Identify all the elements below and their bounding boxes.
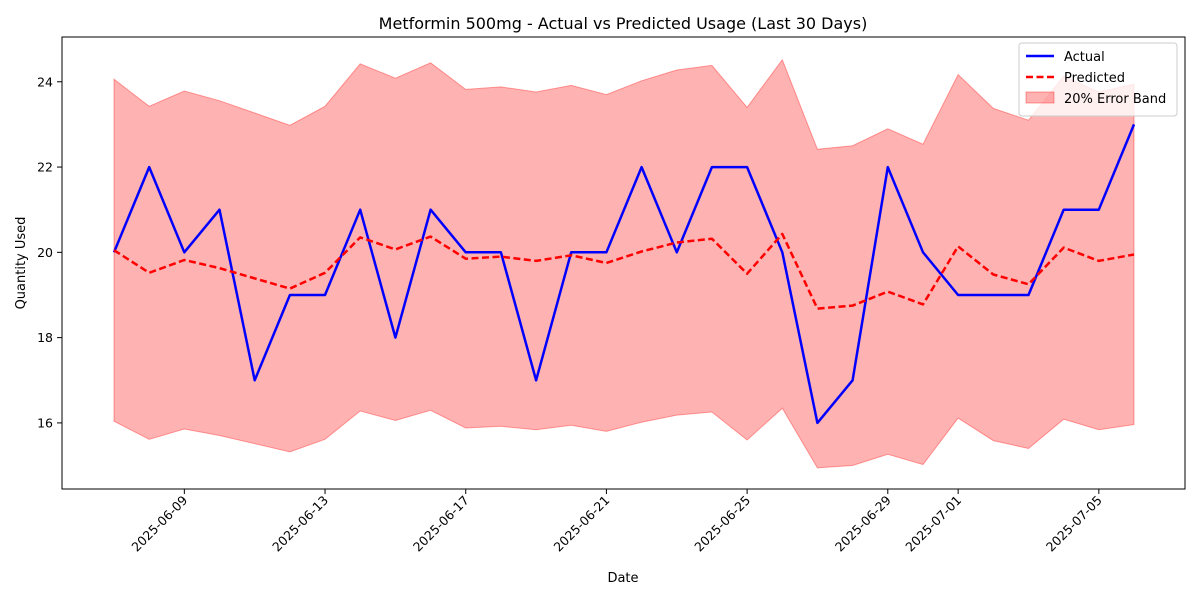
x-tick-label: 2025-06-21 [551,493,613,555]
x-tick-label: 2025-06-25 [691,493,753,555]
y-axis-label: Quantity Used [14,217,29,310]
y-tick-label: 18 [37,330,53,345]
y-axis: 16 18 20 22 24 [37,74,62,430]
legend-band-label: 20% Error Band [1064,92,1166,107]
chart-title: Metformin 500mg - Actual vs Predicted Us… [379,14,868,33]
y-tick-label: 20 [37,245,53,260]
plot-area [112,58,1136,469]
y-tick-label: 24 [37,74,53,89]
plot-frame [61,36,1186,490]
x-tick-label: 2025-06-17 [410,493,472,555]
legend-predicted-label: Predicted [1064,71,1125,86]
legend-band-swatch [1025,91,1055,104]
series-predicted-line [113,232,1135,310]
x-axis-label: Date [607,571,638,586]
x-axis: 2025-06-09 2025-06-13 2025-06-17 2025-06-21… [128,489,1105,555]
legend-box [1018,42,1178,117]
x-tick-label: 2025-07-01 [902,493,964,555]
y-tick-label: 16 [37,415,53,430]
legend-actual-label: Actual [1064,50,1105,65]
legend: Actual Predicted 20% Error Band [1018,42,1178,117]
x-tick-label: 2025-06-09 [128,492,190,554]
x-tick-label: 2025-07-05 [1043,493,1105,555]
y-tick-label: 22 [37,160,53,175]
x-tick-label: 2025-06-29 [832,492,894,554]
x-tick-label: 2025-06-13 [269,493,331,555]
error-band [113,58,1135,469]
series-actual-line [112,123,1136,425]
